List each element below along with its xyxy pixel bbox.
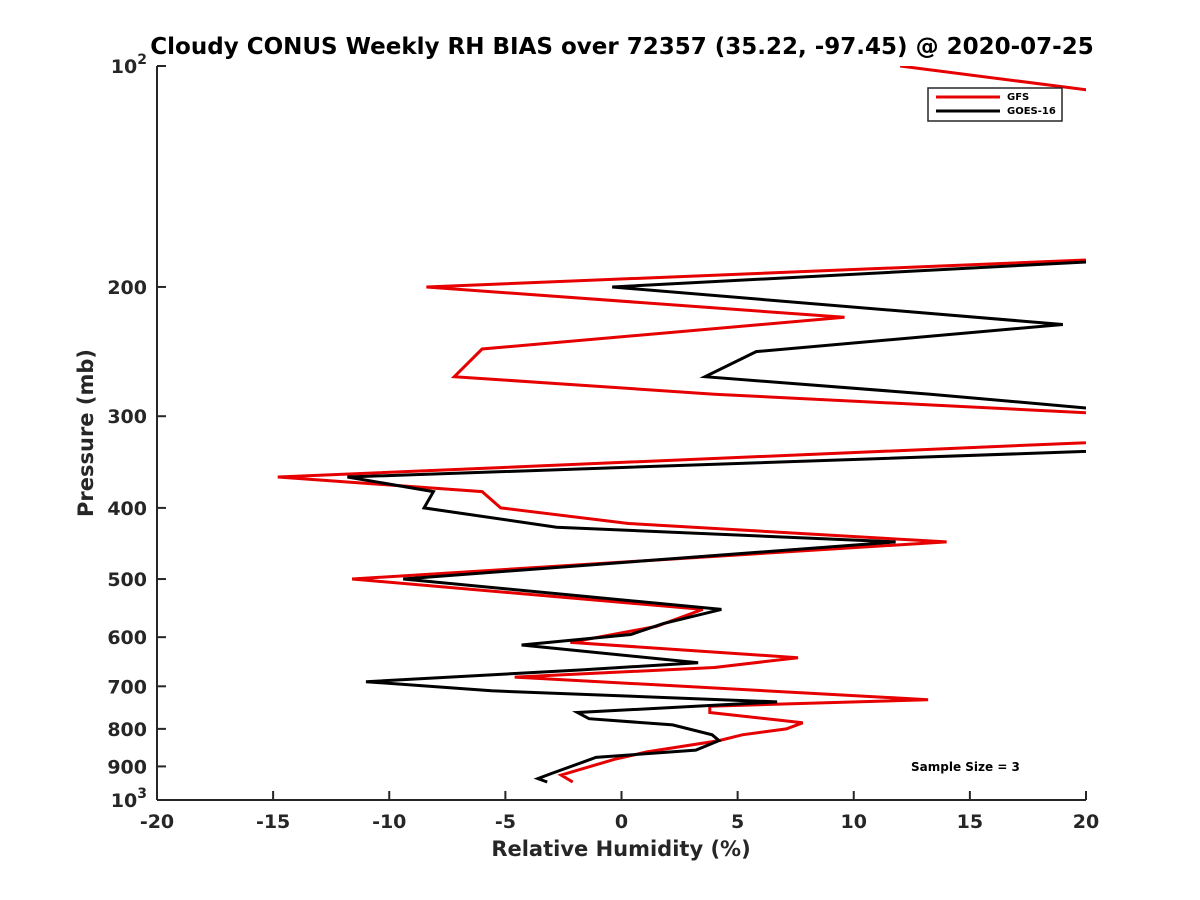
y-ticks: 102 200 300 400 500 600 700 800 900 103 [107,52,166,812]
x-axis-label: Relative Humidity (%) [491,837,750,861]
sample-size-annotation: Sample Size = 3 [911,760,1020,774]
x-tick-label: -15 [256,811,290,833]
y-tick-label: 600 [107,627,147,649]
legend-label-gfs: GFS [1007,92,1029,103]
x-tick-label: 10 [841,811,867,833]
x-ticks: -20 -15 -10 -5 0 5 10 15 20 [140,791,1099,833]
y-tick-label: 800 [107,719,147,741]
y-tick-label: 500 [107,569,147,591]
x-tick-label: 5 [731,811,744,833]
y-tick-label: 900 [107,756,147,778]
y-axis-label: Pressure (mb) [74,349,98,517]
y-tick-label: 103 [111,786,147,812]
y-tick-label: 200 [107,277,147,299]
x-tick-label: -20 [140,811,174,833]
series-line-goes16 [347,260,1086,784]
x-tick-label: -10 [372,811,406,833]
series-layer [277,66,1086,784]
chart-title: Cloudy CONUS Weekly RH BIAS over 72357 (… [150,34,1093,60]
x-tick-label: -5 [495,811,516,833]
y-tick-label: 102 [111,52,147,78]
x-tick-label: 20 [1073,811,1099,833]
y-tick-label: 300 [107,406,147,428]
legend: GFS GOES-16 [927,87,1063,122]
legend-box [927,87,1063,122]
x-tick-label: 15 [957,811,983,833]
x-tick-label: 0 [615,811,628,833]
series-line-gfs [277,66,1086,784]
y-tick-label: 400 [107,498,147,520]
legend-label-goes16: GOES-16 [1007,106,1056,117]
y-tick-label: 700 [107,676,147,698]
